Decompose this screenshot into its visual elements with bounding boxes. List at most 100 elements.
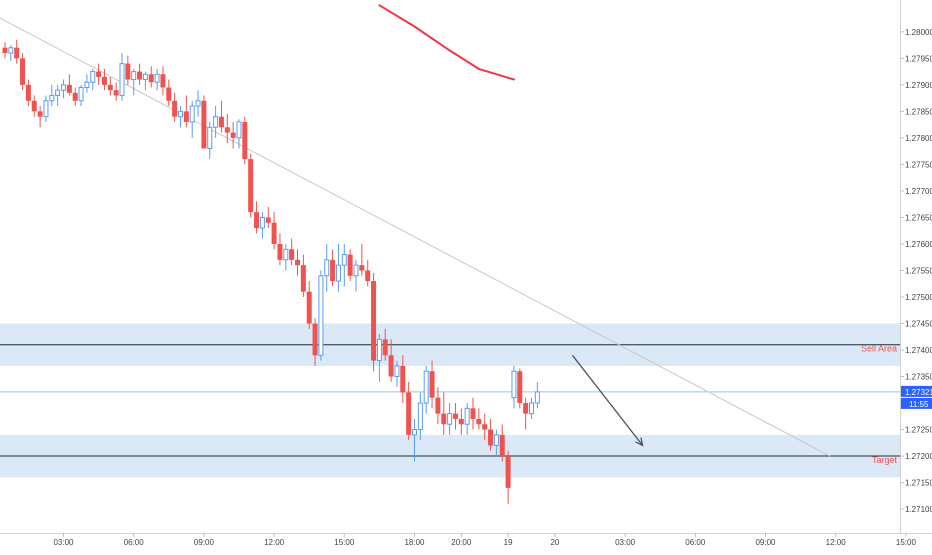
candle-body [335, 264, 341, 282]
candle-body [505, 456, 511, 488]
candle-body [517, 371, 523, 404]
target-label: Target [872, 455, 898, 465]
candle-body [412, 429, 417, 436]
candle-body [142, 73, 148, 81]
candle-body [271, 222, 277, 244]
x-tick-label: 03:00 [53, 538, 74, 547]
candle-body [131, 71, 137, 81]
candle-body [529, 402, 534, 415]
x-tick-label: 20 [550, 538, 559, 547]
candle-body [318, 275, 324, 356]
candle-body [148, 74, 154, 83]
candle-body [2, 47, 8, 54]
y-tick-label: 1.27150 [905, 479, 932, 488]
candle-body [224, 127, 230, 133]
x-tick-label: 15:00 [334, 538, 355, 547]
y-tick-label: 1.27350 [905, 373, 932, 382]
candle-body [113, 90, 119, 96]
x-tick-label: 19 [504, 538, 513, 547]
candle-body [324, 259, 330, 277]
candle-body [172, 100, 178, 117]
candle-body [25, 84, 31, 101]
x-tick-label: 06:00 [124, 538, 145, 547]
candle-body [476, 418, 482, 425]
y-tick-label: 1.27400 [905, 346, 932, 355]
candle-body [242, 121, 248, 160]
x-tick-label: 06:00 [685, 538, 706, 547]
candle-body [213, 116, 219, 128]
candle-body [441, 413, 447, 425]
candle-body [493, 434, 499, 446]
candle-body [84, 81, 90, 88]
x-tick-label: 15:00 [896, 538, 917, 547]
candle-body [330, 259, 336, 282]
time-axis [0, 533, 932, 550]
candle-body [406, 392, 412, 435]
candle-body [195, 100, 201, 107]
candle-body [207, 126, 213, 149]
candle-body [49, 94, 55, 102]
y-tick-label: 1.27550 [905, 266, 932, 275]
candle-body [447, 413, 453, 425]
candle-body [300, 265, 306, 292]
candle-body [189, 105, 195, 123]
candle-body [8, 47, 14, 54]
candle-body [55, 89, 61, 96]
x-tick-label: 18:00 [404, 538, 425, 547]
candle-body [312, 323, 318, 356]
candle-body [201, 100, 207, 149]
y-tick-label: 1.27900 [905, 81, 932, 90]
candle-body [254, 212, 260, 229]
candle-body [166, 87, 172, 101]
candle-body [119, 63, 125, 96]
candle-body [43, 100, 49, 118]
candle-body [183, 111, 189, 122]
candle-body [388, 355, 394, 377]
candle-body [295, 259, 300, 266]
candle-body [452, 413, 458, 419]
x-tick-label: 12:00 [826, 538, 847, 547]
candle-body [464, 407, 470, 425]
current-price-label: 1.27321 [905, 388, 932, 397]
x-tick-label: 09:00 [755, 538, 776, 547]
candle-body [218, 116, 224, 128]
y-tick-label: 1.27950 [905, 54, 932, 63]
candle-body [277, 243, 283, 260]
y-tick-label: 1.27700 [905, 187, 932, 196]
candle-body [376, 338, 382, 362]
y-tick-label: 1.27750 [905, 160, 932, 169]
candle-body [107, 84, 113, 91]
y-tick-label: 1.27650 [905, 213, 932, 222]
candle-body [353, 264, 359, 277]
sell-area-label: Sell Area [861, 344, 897, 354]
candle-body [78, 87, 84, 102]
candle-body [265, 217, 271, 223]
candle-body [20, 58, 26, 85]
candle-body [458, 418, 464, 425]
candle-body [417, 402, 423, 431]
candle-body [236, 121, 242, 139]
candle-body [259, 216, 265, 229]
countdown-badge [901, 397, 932, 409]
x-tick-label: 09:00 [194, 538, 215, 547]
candle-body [365, 270, 371, 282]
y-tick-label: 1.27450 [905, 319, 932, 328]
candle-body [371, 281, 377, 361]
price-axis [900, 0, 932, 550]
forecast-arrow [571, 354, 644, 446]
candle-body [423, 370, 429, 404]
candle-body [248, 159, 254, 213]
candle-body [230, 132, 236, 138]
candle-body [400, 365, 406, 393]
candle-body [66, 84, 72, 93]
candle-body [96, 71, 102, 77]
candle-body [61, 84, 66, 91]
y-tick-label: 1.27850 [905, 107, 932, 116]
candle-body [470, 408, 476, 419]
candle-body [499, 434, 505, 457]
candle-body [154, 73, 160, 83]
x-tick-label: 12:00 [264, 538, 285, 547]
candle-body [382, 339, 388, 356]
candle-body [178, 110, 183, 118]
